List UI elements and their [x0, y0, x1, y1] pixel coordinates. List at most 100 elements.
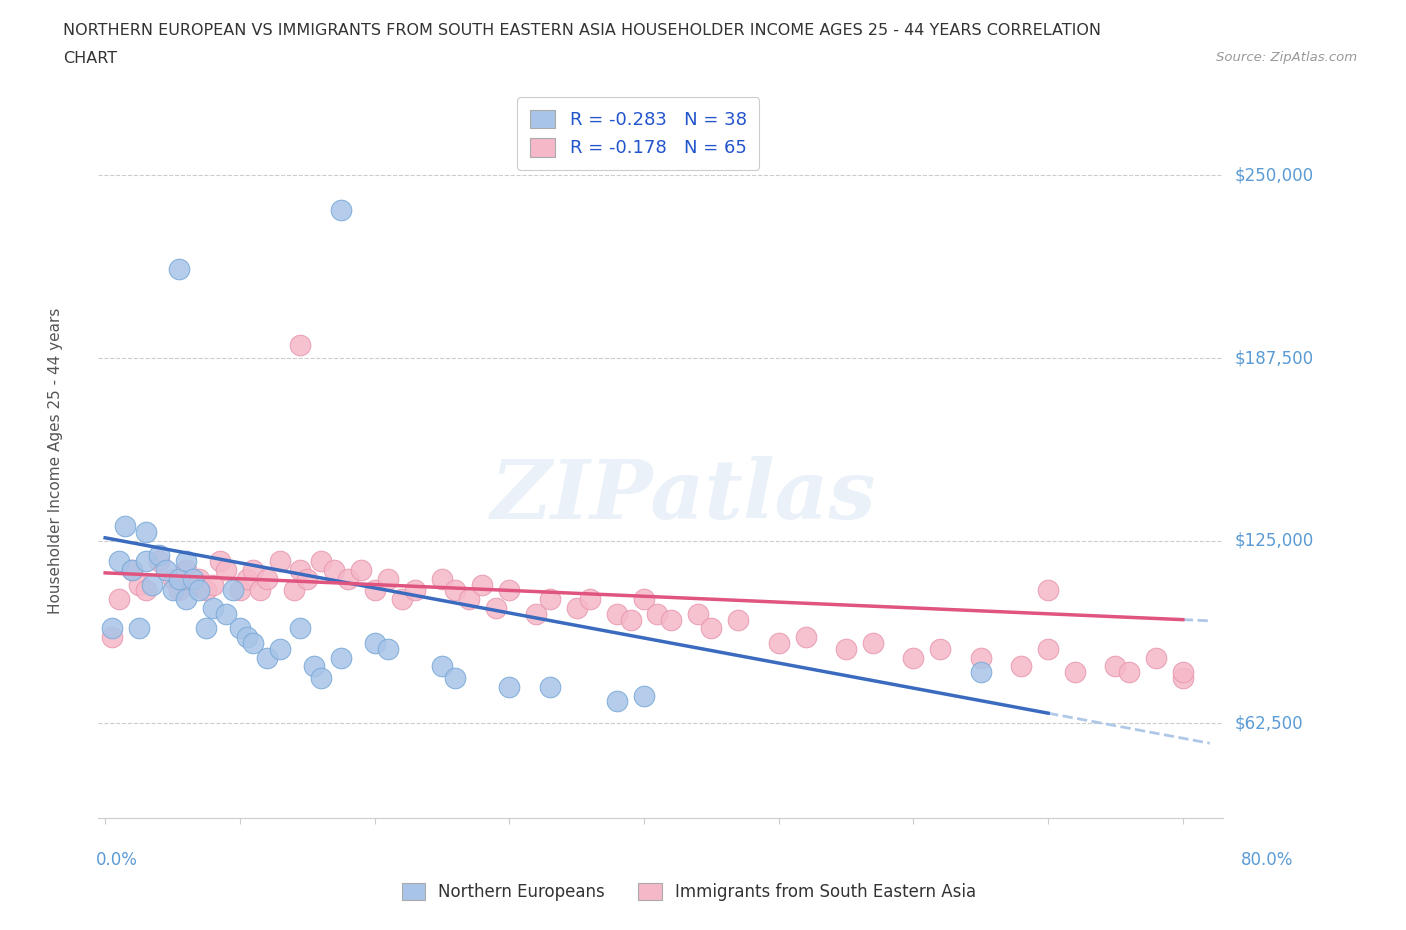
Point	[181, 571, 204, 586]
Point	[283, 583, 305, 598]
Point	[794, 630, 817, 644]
Point	[659, 612, 682, 627]
Point	[444, 583, 467, 598]
Point	[235, 571, 257, 586]
Point	[1036, 642, 1059, 657]
Point	[377, 642, 399, 657]
Point	[242, 563, 264, 578]
Point	[363, 583, 385, 598]
Point	[309, 671, 332, 685]
Point	[1171, 671, 1194, 685]
Point	[162, 583, 184, 598]
Text: $62,500: $62,500	[1234, 714, 1303, 733]
Point	[1118, 665, 1140, 680]
Point	[290, 338, 312, 352]
Point	[215, 563, 238, 578]
Point	[162, 571, 184, 586]
Point	[350, 563, 373, 578]
Text: Householder Income Ages 25 - 44 years: Householder Income Ages 25 - 44 years	[48, 307, 63, 614]
Text: $250,000: $250,000	[1234, 166, 1313, 184]
Point	[768, 635, 790, 650]
Point	[135, 553, 157, 568]
Point	[201, 578, 224, 592]
Point	[579, 591, 602, 606]
Point	[128, 621, 150, 636]
Point	[174, 591, 197, 606]
Point	[329, 203, 352, 218]
Point	[195, 621, 218, 636]
Point	[249, 583, 271, 598]
Point	[135, 583, 157, 598]
Point	[647, 606, 669, 621]
Point	[391, 591, 413, 606]
Point	[229, 621, 252, 636]
Point	[903, 650, 925, 665]
Point	[101, 630, 124, 644]
Point	[377, 571, 399, 586]
Point	[114, 519, 136, 534]
Point	[606, 694, 628, 709]
Point	[538, 680, 561, 695]
Point	[297, 571, 319, 586]
Point	[208, 553, 231, 568]
Text: 80.0%: 80.0%	[1241, 851, 1294, 870]
Point	[148, 553, 170, 568]
Point	[256, 571, 278, 586]
Point	[141, 578, 163, 592]
Point	[430, 659, 453, 674]
Point	[290, 621, 312, 636]
Point	[1171, 665, 1194, 680]
Point	[471, 578, 494, 592]
Point	[363, 635, 385, 650]
Point	[633, 688, 655, 703]
Point	[135, 525, 157, 539]
Point	[174, 563, 197, 578]
Point	[195, 583, 218, 598]
Point	[269, 642, 291, 657]
Point	[336, 571, 359, 586]
Text: Source: ZipAtlas.com: Source: ZipAtlas.com	[1216, 51, 1357, 64]
Point	[633, 591, 655, 606]
Point	[167, 583, 190, 598]
Point	[498, 583, 520, 598]
Point	[862, 635, 884, 650]
Point	[538, 591, 561, 606]
Text: CHART: CHART	[63, 51, 117, 66]
Legend: R = -0.283   N = 38, R = -0.178   N = 65: R = -0.283 N = 38, R = -0.178 N = 65	[517, 97, 759, 170]
Point	[302, 659, 325, 674]
Text: NORTHERN EUROPEAN VS IMMIGRANTS FROM SOUTH EASTERN ASIA HOUSEHOLDER INCOME AGES : NORTHERN EUROPEAN VS IMMIGRANTS FROM SOU…	[63, 23, 1101, 38]
Point	[235, 630, 257, 644]
Point	[121, 563, 143, 578]
Point	[155, 563, 177, 578]
Point	[498, 680, 520, 695]
Point	[181, 578, 204, 592]
Point	[222, 583, 245, 598]
Point	[107, 553, 129, 568]
Point	[700, 621, 723, 636]
Point	[444, 671, 467, 685]
Point	[201, 601, 224, 616]
Point	[727, 612, 749, 627]
Point	[404, 583, 426, 598]
Point	[309, 553, 332, 568]
Text: $125,000: $125,000	[1234, 532, 1313, 550]
Point	[1104, 659, 1126, 674]
Point	[128, 578, 150, 592]
Text: $187,500: $187,500	[1234, 349, 1313, 367]
Point	[229, 583, 252, 598]
Point	[970, 665, 993, 680]
Point	[290, 563, 312, 578]
Point	[101, 621, 124, 636]
Point	[970, 650, 993, 665]
Point	[167, 571, 190, 586]
Point	[457, 591, 479, 606]
Legend: Northern Europeans, Immigrants from South Eastern Asia: Northern Europeans, Immigrants from Sout…	[389, 870, 988, 912]
Point	[1036, 583, 1059, 598]
Point	[1064, 665, 1087, 680]
Point	[606, 606, 628, 621]
Text: 0.0%: 0.0%	[96, 851, 138, 870]
Point	[215, 606, 238, 621]
Point	[148, 548, 170, 563]
Point	[1144, 650, 1167, 665]
Point	[188, 583, 211, 598]
